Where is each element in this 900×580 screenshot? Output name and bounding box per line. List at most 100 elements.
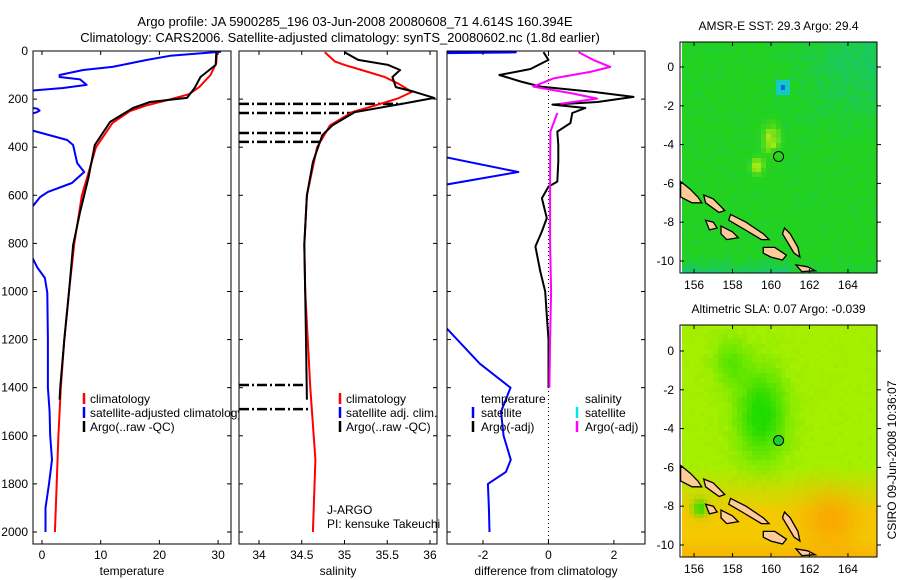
panel-temperature: 0 10 20 30 0 200 400 600 800 1000 1200 1400 1600 1800… — [1, 44, 243, 578]
lat-tick-label: -4 — [663, 422, 674, 436]
x-tick-label: 10 — [94, 548, 108, 562]
map-frame — [679, 324, 878, 558]
csiro-timestamp: CSIRO 09-Jun-2008 10:36:07 — [885, 380, 899, 539]
y-tick-label: 1400 — [1, 381, 28, 395]
lat-tick-label: -8 — [663, 499, 674, 513]
legend-label: Argo(-adj) — [481, 420, 534, 434]
series-line-temperature-argo-adj- — [498, 51, 635, 388]
lat-tick-label: 0 — [667, 60, 674, 74]
figure-title-line1: Argo profile: JA 5900285_196 03-Jun-2008… — [137, 14, 572, 29]
lon-tick-label: 158 — [723, 562, 743, 576]
island-land — [704, 219, 719, 231]
lon-tick-label: 160 — [761, 562, 781, 576]
island-land — [680, 464, 703, 488]
island-land — [794, 547, 818, 557]
map-sla: 156 158 160 162 164 0 -2 -4 -6 -8 -10 Altimetric SL… — [657, 302, 881, 576]
map-title: Altimetric SLA: 0.07 Argo: -0.039 — [691, 302, 865, 316]
y-tick-label: 1600 — [1, 429, 28, 443]
series-line-salinity-argo-adj- — [548, 112, 559, 388]
island-land — [762, 246, 788, 261]
x-tick-label: 2 — [611, 548, 618, 562]
series-line-argo-raw-qc- — [303, 51, 436, 400]
legend-label: Argo(-adj) — [585, 420, 638, 434]
island-land — [720, 225, 740, 241]
axes-frame — [446, 50, 646, 545]
plot-marks-difference — [447, 51, 635, 544]
lat-tick-label: 0 — [667, 344, 674, 358]
lat-tick-label: -2 — [663, 383, 674, 397]
series-line-temperature-satellite — [447, 51, 520, 533]
y-tick-label: 1200 — [1, 333, 28, 347]
lat-tick-label: -6 — [663, 176, 674, 190]
x-tick-label: 34.5 — [290, 548, 314, 562]
plot-area-salinity — [239, 51, 437, 544]
panel-difference: -2 0 2 difference from climatology temperatu… — [446, 50, 646, 578]
x-tick-label: 0 — [39, 548, 46, 562]
x-axis-label: difference from climatology — [474, 564, 617, 578]
x-axis-label: salinity — [320, 564, 357, 578]
legend-label: climatology — [346, 392, 406, 406]
x-tick-label: 30 — [211, 548, 225, 562]
legend-label: Argo(..raw -QC) — [346, 420, 431, 434]
series-line-satellite-adjusted-climatology — [33, 51, 222, 532]
x-tick-label: 34 — [252, 548, 266, 562]
island-land — [781, 226, 801, 259]
sst-map-raster — [680, 42, 877, 273]
island-land — [680, 180, 703, 204]
y-tick-label: 1000 — [1, 284, 28, 298]
argo-position-marker — [773, 434, 785, 446]
legend-label: satellite-adjusted climatology — [90, 406, 243, 420]
island-land — [704, 503, 719, 515]
y-tick-label: 600 — [8, 188, 28, 202]
lon-tick-label: 162 — [799, 562, 819, 576]
lat-tick-label: -2 — [663, 99, 674, 113]
island-land — [794, 263, 818, 273]
argo-position-marker — [773, 151, 785, 163]
axes-frame — [32, 50, 232, 545]
island-land — [720, 509, 740, 525]
legend-label: satellite adj. clim. — [346, 406, 437, 420]
island-land — [781, 510, 801, 543]
lon-tick-label: 160 — [761, 278, 781, 292]
lon-tick-label: 158 — [723, 278, 743, 292]
x-tick-label: 35 — [338, 548, 352, 562]
x-tick-label: -2 — [478, 548, 489, 562]
lon-tick-label: 156 — [684, 562, 704, 576]
y-tick-label: 0 — [21, 44, 28, 58]
lon-tick-label: 164 — [838, 278, 858, 292]
lat-tick-label: -10 — [657, 538, 675, 552]
figure-title-line2: Climatology: CARS2006. Satellite-adjuste… — [80, 30, 600, 45]
y-tick-label: 1800 — [1, 477, 28, 491]
lon-tick-label: 164 — [838, 562, 858, 576]
y-tick-label: 2000 — [1, 525, 28, 539]
annotation-text: PI: kensuke Takeuchi — [327, 517, 440, 531]
plot-area-temperature — [33, 51, 231, 544]
lat-tick-label: -8 — [663, 215, 674, 229]
island-land — [702, 193, 726, 214]
map-frame — [679, 41, 878, 274]
x-tick-label: 20 — [153, 548, 167, 562]
x-tick-label: 0 — [545, 548, 552, 562]
legend-label: satellite — [585, 406, 626, 420]
axes-frame — [238, 50, 438, 545]
legend-group-title: salinity — [585, 392, 622, 406]
coastline-group — [680, 180, 818, 273]
coastline-group — [680, 464, 818, 557]
island-land — [727, 213, 771, 241]
y-tick-label: 200 — [8, 92, 28, 106]
legend-label: climatology — [90, 392, 150, 406]
lat-tick-label: -10 — [657, 254, 675, 268]
map-sst: 156 158 160 162 164 0 -2 -4 -6 -8 -10 AMSR-E SST: 2… — [657, 19, 881, 292]
y-tick-label: 800 — [8, 236, 28, 250]
legend-label: satellite — [481, 406, 522, 420]
lat-tick-label: -4 — [663, 138, 674, 152]
lon-tick-label: 162 — [799, 278, 819, 292]
plot-marks-temperature — [33, 51, 222, 533]
x-axis-label: temperature — [100, 564, 165, 578]
series-line-argo-raw-qc- — [58, 52, 218, 400]
legend-label: Argo(..raw -QC) — [90, 420, 175, 434]
plot-marks-salinity — [239, 51, 436, 533]
series-line-salinity-argo-adj- — [532, 51, 612, 105]
